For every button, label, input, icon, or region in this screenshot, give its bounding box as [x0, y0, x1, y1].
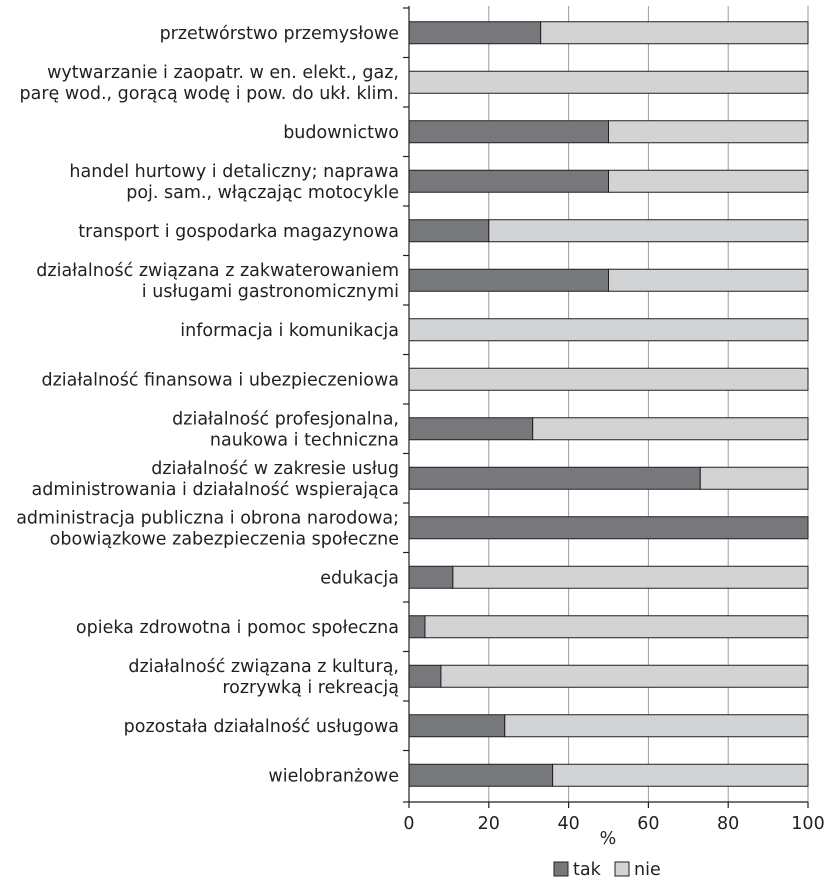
- bar-nie-0: [540, 21, 809, 45]
- x-tick-label-60: 60: [637, 814, 659, 834]
- category-labels: przetwórstwo przemysłowe wytwarzanie i za…: [16, 24, 399, 787]
- bar-nie-12: [424, 615, 809, 639]
- bar-nie-3: [608, 169, 809, 193]
- bar-tak-14: [408, 714, 506, 738]
- x-axis-title: %: [600, 829, 617, 849]
- bar-nie-7: [408, 367, 809, 391]
- bar-nie-4: [488, 219, 809, 243]
- category-label-5-0: działalność związana z zakwaterowaniem: [36, 261, 399, 281]
- bar-tak-12: [408, 615, 426, 639]
- legend-label-nie: nie: [634, 860, 661, 880]
- bar-tak-10: [408, 516, 809, 540]
- category-label-8-1: naukowa i techniczna: [210, 430, 399, 450]
- bar-nie-5: [608, 268, 809, 292]
- bar-tak-15: [408, 763, 554, 787]
- x-tick-label-0: 0: [403, 814, 414, 834]
- category-label-13-1: rozrywką i rekreacją: [222, 678, 399, 698]
- x-tick-label-40: 40: [557, 814, 579, 834]
- bar-tak-9: [408, 466, 701, 490]
- bar-tak-11: [408, 565, 454, 589]
- category-label-6-0: informacja i komunikacja: [180, 321, 399, 341]
- category-label-5-1: i usługami gastronomicznymi: [142, 282, 399, 302]
- bar-tak-13: [408, 664, 442, 688]
- bar-nie-14: [504, 714, 809, 738]
- bars: [408, 21, 809, 787]
- x-tick-label-20: 20: [478, 814, 500, 834]
- bar-nie-6: [408, 318, 809, 342]
- legend-swatch-tak: [553, 861, 569, 877]
- legend: tak nie: [553, 860, 661, 880]
- x-tick-labels: 0 20 40 60 80 100: [403, 814, 824, 834]
- axes: [403, 6, 809, 808]
- bar-nie-9: [699, 466, 809, 490]
- category-label-10-0: administracja publiczna i obrona narodow…: [16, 508, 399, 528]
- category-label-3-0: handel hurtowy i detaliczny; naprawa: [69, 162, 399, 182]
- bar-tak-3: [408, 169, 609, 193]
- bar-tak-8: [408, 417, 534, 441]
- category-label-0-0: przetwórstwo przemysłowe: [160, 24, 399, 44]
- category-label-7-0: działalność finansowa i ubezpieczeniowa: [42, 370, 399, 390]
- bar-nie-13: [440, 664, 809, 688]
- category-label-3-1: poj. sam., włączając motocykle: [126, 183, 399, 203]
- bar-tak-5: [408, 268, 609, 292]
- legend-label-tak: tak: [573, 860, 602, 880]
- bar-nie-11: [452, 565, 809, 589]
- bar-tak-4: [408, 219, 490, 243]
- category-label-8-0: działalność profesjonalna,: [172, 409, 399, 429]
- category-label-12-0: opieka zdrowotna i pomoc społeczna: [76, 618, 399, 638]
- bar-nie-1: [408, 70, 809, 94]
- bar-nie-8: [532, 417, 809, 441]
- category-label-15-0: wielobranżowe: [268, 766, 399, 786]
- category-label-1-0: wytwarzanie i zaopatr. w en. elekt., gaz…: [47, 63, 399, 83]
- category-label-9-1: administrowania i działalność wspierając…: [32, 480, 399, 500]
- bar-nie-2: [608, 120, 809, 144]
- category-label-11-0: edukacja: [320, 568, 399, 588]
- x-tick-label-80: 80: [717, 814, 739, 834]
- category-label-4-0: transport i gospodarka magazynowa: [78, 222, 399, 242]
- bar-tak-2: [408, 120, 609, 144]
- bar-tak-0: [408, 21, 542, 45]
- legend-swatch-nie: [614, 861, 630, 877]
- category-label-9-0: działalność w zakresie usług: [151, 459, 399, 479]
- category-label-2-0: budownictwo: [283, 123, 399, 143]
- bar-nie-15: [552, 763, 809, 787]
- category-label-1-1: parę wod., gorącą wodę i pow. do ukł. kl…: [19, 84, 399, 104]
- x-tick-label-100: 100: [791, 814, 824, 834]
- category-label-13-0: działalność związana z kulturą,: [128, 657, 399, 677]
- category-label-14-0: pozostała działalność usługowa: [124, 717, 399, 737]
- category-label-10-1: obowiązkowe zabezpieczenia społeczne: [50, 529, 399, 549]
